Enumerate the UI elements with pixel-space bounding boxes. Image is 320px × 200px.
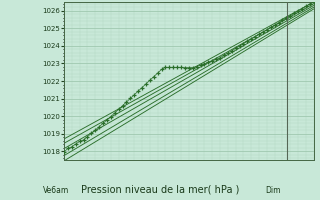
Text: Pression niveau de la mer( hPa ): Pression niveau de la mer( hPa ): [81, 184, 239, 194]
Text: Ve6am: Ve6am: [43, 186, 69, 195]
Text: Dim: Dim: [265, 186, 281, 195]
